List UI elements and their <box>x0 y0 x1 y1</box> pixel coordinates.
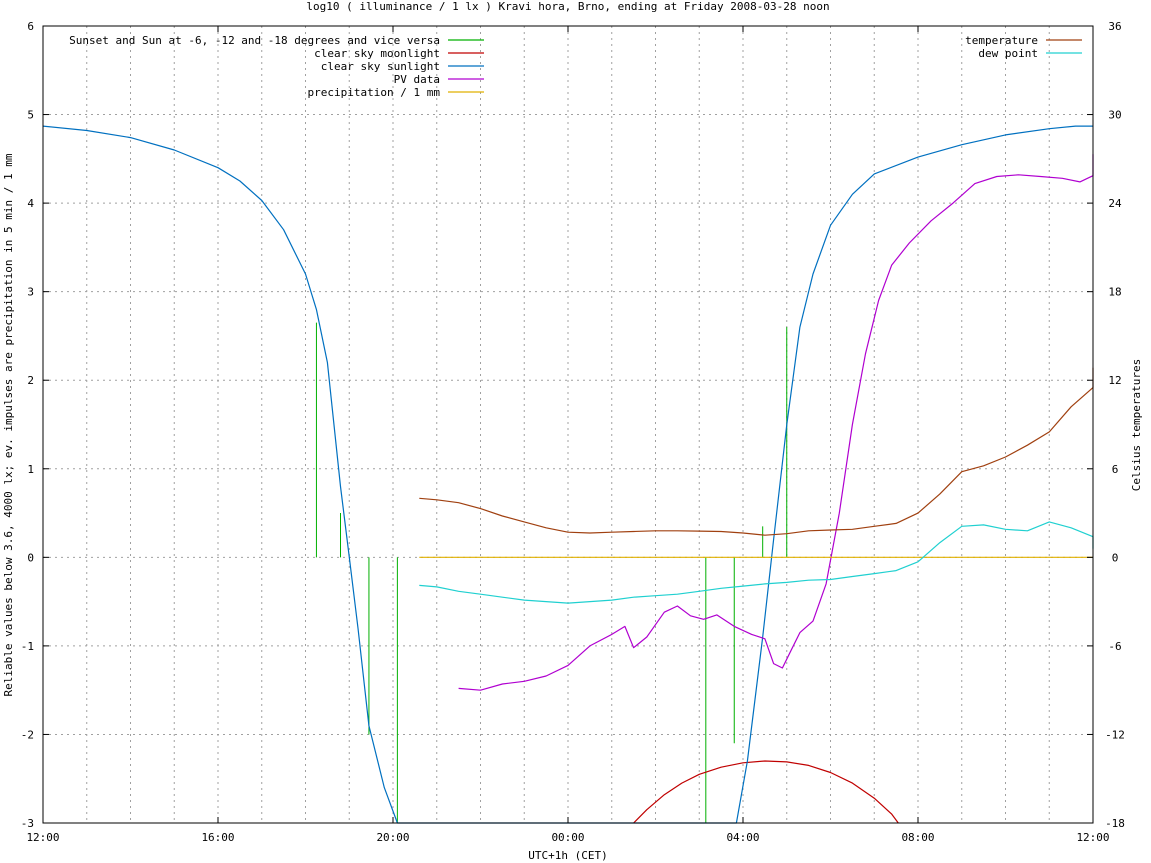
y2-tick-label: 0 <box>1112 551 1119 564</box>
legend-label: precipitation / 1 mm <box>308 86 441 99</box>
y-tick-label: -3 <box>21 817 34 830</box>
y2-tick-label: -12 <box>1105 728 1125 741</box>
series-pv-data <box>458 153 1094 691</box>
y-axis-label: Reliable values below 3.6, 4000 lx; ev. … <box>2 153 15 696</box>
y2-tick-label: -6 <box>1108 640 1121 653</box>
x-tick-label: 04:00 <box>726 831 759 844</box>
legend: Sunset and Sun at -6, -12 and -18 degree… <box>69 34 1082 99</box>
y-tick-label: 0 <box>27 551 34 564</box>
y-tick-label: 4 <box>27 197 34 210</box>
y-tick-label: 6 <box>27 20 34 33</box>
y2-tick-label: 24 <box>1108 197 1122 210</box>
y-tick-label: 5 <box>27 109 34 122</box>
series-clear-sky-moonlight <box>633 760 899 824</box>
y2-tick-label: 12 <box>1108 374 1121 387</box>
x-tick-label: 12:00 <box>1076 831 1109 844</box>
series-temperature <box>419 367 1094 536</box>
x-tick-label: 20:00 <box>376 831 409 844</box>
y-tick-label: 1 <box>27 463 34 476</box>
legend-label: clear sky moonlight <box>314 47 440 60</box>
plot-frame <box>42 25 1094 824</box>
series-lines <box>42 125 1094 824</box>
legend-label: temperature <box>965 34 1038 47</box>
legend-label: Sunset and Sun at -6, -12 and -18 degree… <box>69 34 440 47</box>
y2-tick-label: 30 <box>1108 109 1121 122</box>
x-tick-label: 08:00 <box>901 831 934 844</box>
y2-tick-label: 6 <box>1112 463 1119 476</box>
y-tick-label: 2 <box>27 374 34 387</box>
legend-label: dew point <box>978 47 1038 60</box>
y-tick-label: -1 <box>21 640 34 653</box>
legend-label: clear sky sunlight <box>321 60 440 73</box>
y2-tick-label: 36 <box>1108 20 1121 33</box>
y-tick-label: -2 <box>21 728 34 741</box>
x-tick-label: 12:00 <box>26 831 59 844</box>
y-tick-label: 3 <box>27 286 34 299</box>
series-dew-point <box>419 521 1094 604</box>
grid-lines <box>43 26 1093 823</box>
axis-ticks: 12:00 16:00 20:00 00:00 04:00 08:00 12:00-3-2-… <box>21 20 1125 844</box>
y2-tick-label: -18 <box>1105 817 1125 830</box>
legend-label: PV data <box>394 73 440 86</box>
x-tick-label: 00:00 <box>551 831 584 844</box>
y2-tick-label: 18 <box>1108 286 1121 299</box>
chart-title: log10 ( illuminance / 1 lx ) Kravi hora,… <box>306 0 829 13</box>
x-tick-label: 16:00 <box>201 831 234 844</box>
x-axis-label: UTC+1h (CET) <box>528 849 607 862</box>
y2-axis-label: Celsius temperatures <box>1130 359 1143 491</box>
